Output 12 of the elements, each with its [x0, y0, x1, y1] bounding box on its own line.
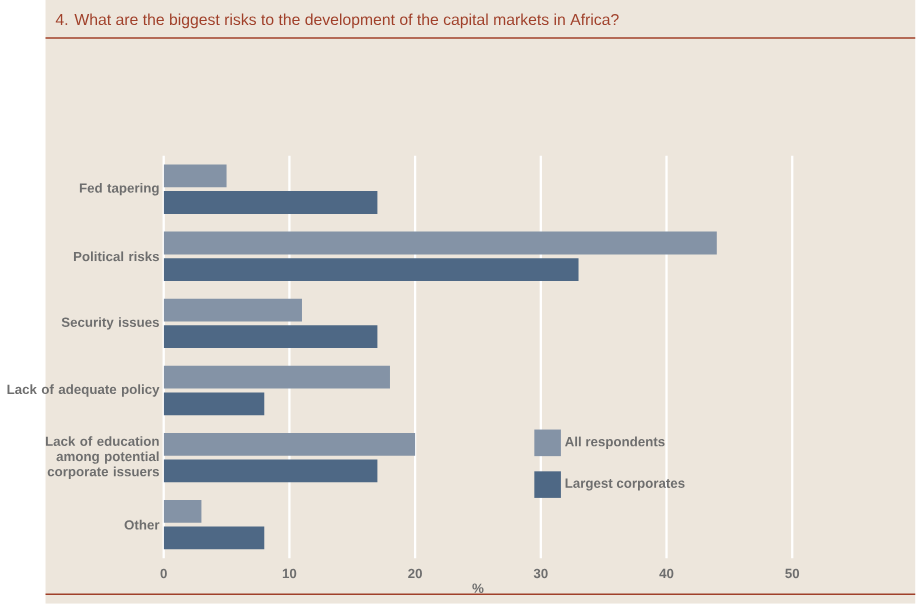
bar	[163, 526, 265, 550]
bar	[163, 432, 416, 456]
bar	[163, 392, 265, 416]
bar	[163, 500, 202, 523]
bar	[163, 459, 378, 483]
bar	[163, 191, 378, 214]
bar	[163, 258, 579, 282]
bar	[163, 164, 227, 188]
bar	[163, 231, 717, 255]
bar	[163, 325, 378, 349]
bar	[163, 298, 302, 322]
bar	[163, 365, 390, 389]
